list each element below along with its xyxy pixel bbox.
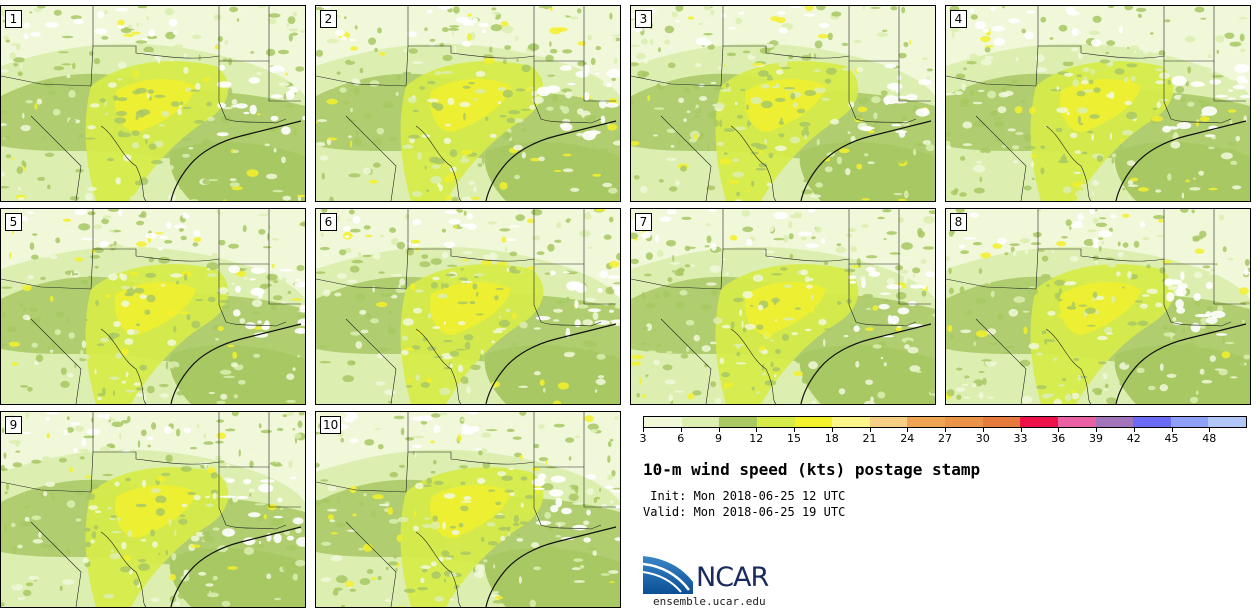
map-panel: 3 bbox=[630, 5, 936, 202]
panel-number-label: 10 bbox=[320, 416, 342, 434]
map-panel: 6 bbox=[315, 208, 621, 405]
wind-speed-map bbox=[631, 6, 935, 201]
ncar-logo-icon bbox=[643, 556, 693, 594]
colorbar-swatch bbox=[1095, 417, 1134, 427]
colorbar-tickmark bbox=[718, 428, 720, 432]
colorbar-tick-label: 15 bbox=[787, 432, 801, 445]
map-panel: 2 bbox=[315, 5, 621, 202]
colorbar-tickmark bbox=[643, 428, 644, 432]
map-panel: 10 bbox=[315, 411, 621, 608]
panel-number-label: 2 bbox=[320, 10, 337, 28]
wind-speed-map bbox=[316, 209, 620, 404]
colorbar-tick-label: 27 bbox=[938, 432, 952, 445]
colorbar-tick-label: 12 bbox=[749, 432, 764, 445]
colorbar-swatch bbox=[1133, 417, 1171, 427]
colorbar-swatch bbox=[644, 417, 682, 427]
colorbar-swatch bbox=[832, 417, 870, 427]
colorbar-swatch bbox=[1057, 417, 1096, 427]
ncar-logo-text: NCAR bbox=[696, 562, 769, 593]
figure-title: 10-m wind speed (kts) postage stamp bbox=[643, 460, 981, 479]
colorbar-tick-label: 24 bbox=[900, 432, 915, 445]
colorbar-tick-label: 9 bbox=[715, 432, 722, 445]
colorbar-tick-label: 39 bbox=[1089, 432, 1103, 445]
colorbar-tickmark bbox=[1133, 428, 1135, 432]
wind-speed-map bbox=[946, 6, 1250, 201]
colorbar-tickmark bbox=[680, 428, 682, 432]
colorbar-tick-label: 45 bbox=[1164, 432, 1179, 445]
panel-number-label: 7 bbox=[635, 213, 652, 231]
colorbar-tickmark bbox=[982, 428, 984, 432]
colorbar-tick-label: 30 bbox=[975, 432, 990, 445]
colorbar-swatch bbox=[719, 417, 757, 427]
colorbar-tickmark bbox=[945, 428, 946, 432]
colorbar-swatch bbox=[869, 417, 908, 427]
colorbar-tickmark bbox=[1096, 428, 1097, 432]
map-panel: 1 bbox=[0, 5, 306, 202]
colorbar-tick-label: 18 bbox=[824, 432, 839, 445]
panel-number-label: 8 bbox=[950, 213, 967, 231]
colorbar-swatch bbox=[1020, 417, 1058, 427]
colorbar-tick-label: 42 bbox=[1126, 432, 1141, 445]
map-panel: 8 bbox=[945, 208, 1251, 405]
colorbar-tickmark bbox=[1058, 428, 1060, 432]
wind-speed-map bbox=[1, 6, 305, 201]
colorbar-swatch bbox=[794, 417, 833, 427]
colorbar-swatch bbox=[982, 417, 1021, 427]
colorbar-swatch bbox=[756, 417, 795, 427]
map-panel: 4 bbox=[945, 5, 1251, 202]
wind-speed-map bbox=[946, 209, 1250, 404]
panel-number-label: 3 bbox=[635, 10, 652, 28]
colorbar-tick-label: 48 bbox=[1202, 432, 1217, 445]
colorbar-swatch bbox=[1208, 417, 1246, 427]
panel-number-label: 6 bbox=[320, 213, 337, 231]
colorbar-tick-label: 36 bbox=[1051, 432, 1066, 445]
wind-speed-map bbox=[631, 209, 935, 404]
colorbar-tickmark bbox=[907, 428, 909, 432]
site-url: ensemble.ucar.edu bbox=[653, 595, 766, 608]
colorbar-tick-labels: 3 6 9 12 15 18 21 24 27 30 33 36 39 42 45 48 bbox=[639, 428, 1247, 446]
colorbar-tickmark bbox=[1020, 428, 1022, 432]
panel-number-label: 1 bbox=[5, 10, 22, 28]
colorbar-tickmark bbox=[1209, 428, 1211, 432]
colorbar-swatch bbox=[1170, 417, 1209, 427]
colorbar-tick-label: 6 bbox=[677, 432, 685, 445]
panel-number-label: 4 bbox=[950, 10, 967, 28]
colorbar-tickmark bbox=[1171, 428, 1173, 432]
colorbar-swatch bbox=[907, 417, 945, 427]
colorbar-tickmark bbox=[831, 428, 833, 432]
colorbar-tickmark bbox=[869, 428, 871, 432]
colorbar bbox=[643, 416, 1247, 428]
valid-time: Valid: Mon 2018-06-25 19 UTC bbox=[643, 505, 846, 519]
map-panel: 9 bbox=[0, 411, 306, 608]
map-panel: 7 bbox=[630, 208, 936, 405]
colorbar-tick-label: 3 bbox=[639, 432, 647, 445]
colorbar-swatch bbox=[945, 417, 983, 427]
init-time: Init: Mon 2018-06-25 12 UTC bbox=[643, 489, 846, 503]
panel-number-label: 9 bbox=[5, 416, 22, 434]
wind-speed-map bbox=[1, 412, 305, 607]
colorbar-tickmark bbox=[756, 428, 758, 432]
colorbar-swatch bbox=[681, 417, 720, 427]
wind-speed-map bbox=[316, 412, 620, 607]
wind-speed-map bbox=[1, 209, 305, 404]
colorbar-tick-label: 33 bbox=[1013, 432, 1028, 445]
wind-speed-map bbox=[316, 6, 620, 201]
colorbar-tick-label: 21 bbox=[862, 432, 877, 445]
colorbar-tickmark bbox=[794, 428, 795, 432]
panel-number-label: 5 bbox=[5, 213, 22, 231]
map-panel: 5 bbox=[0, 208, 306, 405]
